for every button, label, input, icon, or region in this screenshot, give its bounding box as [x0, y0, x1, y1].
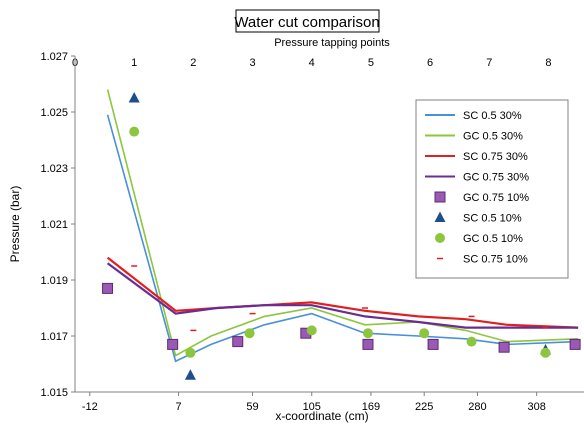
data-point — [128, 92, 140, 103]
y-tick-label: 1.019 — [40, 275, 68, 287]
data-point — [129, 126, 140, 137]
x-tick-label: 105 — [303, 401, 321, 413]
legend-label: SC 0.5 10% — [463, 213, 522, 225]
data-point — [244, 328, 255, 339]
top-axis-label: Pressure tapping points — [274, 37, 390, 49]
legend-label: GC 0.75 30% — [463, 172, 529, 184]
y-tick-label: 1.025 — [40, 107, 68, 119]
data-point — [362, 338, 374, 350]
x-tick-label: 169 — [362, 401, 380, 413]
data-point — [102, 282, 114, 294]
top-tick-label: 7 — [486, 57, 492, 69]
series-line — [106, 256, 579, 329]
legend-item: SC 0.75 30% — [425, 151, 528, 163]
data-point — [232, 336, 244, 348]
legend-swatch — [435, 233, 445, 243]
series-3 — [106, 262, 579, 329]
chart-title: Water cut comparison — [234, 14, 379, 31]
x-tick-label: 308 — [527, 401, 545, 413]
legend-item: SC 0.5 10% — [434, 211, 522, 225]
data-point — [498, 341, 510, 353]
data-point — [362, 328, 373, 339]
y-tick-label: 1.027 — [40, 51, 68, 63]
legend-swatch — [434, 211, 446, 222]
legend-item: GC 0.75 30% — [425, 172, 529, 184]
legend-item: SC 0.75 10% — [437, 254, 528, 266]
series-4 — [102, 282, 581, 353]
series-line — [106, 262, 579, 329]
top-tick-label: 4 — [309, 57, 315, 69]
x-tick-label: 7 — [176, 401, 182, 413]
x-axis-label: x-coordinate (cm) — [275, 409, 368, 423]
y-tick-label: 1.021 — [40, 219, 68, 231]
data-point — [540, 347, 551, 358]
x-tick-label: 225 — [415, 401, 433, 413]
title-box — [235, 9, 380, 33]
series-2 — [106, 256, 579, 329]
data-point — [466, 336, 477, 347]
top-tick-label: 2 — [190, 57, 196, 69]
data-point — [167, 338, 179, 350]
legend-label: GC 0.5 10% — [463, 233, 523, 245]
legend-item: GC 0.5 30% — [425, 131, 523, 143]
legend-label: SC 0.75 10% — [463, 254, 528, 266]
y-axis-ticks: 1.015 1.017 1.019 1.021 1.023 1.025 1.027 — [40, 51, 75, 399]
y-tick-label: 1.023 — [40, 163, 68, 175]
data-point — [569, 338, 581, 350]
legend-label: GC 0.5 30% — [463, 131, 523, 143]
data-point — [306, 325, 317, 336]
x-tick-label: 280 — [468, 401, 486, 413]
top-tick-label: 6 — [427, 57, 433, 69]
legend-label: GC 0.75 10% — [463, 192, 529, 204]
top-tick-label: 5 — [368, 57, 374, 69]
series-6 — [129, 126, 551, 358]
x-tick-label: 59 — [246, 401, 258, 413]
series-line — [106, 89, 579, 357]
legend: SC 0.5 30% GC 0.5 30% SC 0.75 30% GC 0.75 3… — [415, 99, 569, 279]
data-point — [427, 338, 439, 350]
y-tick-label: 1.017 — [40, 331, 68, 343]
data-point — [185, 347, 196, 358]
data-point — [419, 328, 430, 339]
x-axis-ticks: -12 7 59 105 169 225 280 308 — [82, 392, 546, 413]
legend-box — [415, 99, 569, 279]
top-tick-label: 1 — [131, 57, 137, 69]
top-tick-label: 8 — [545, 57, 551, 69]
series-1 — [106, 89, 579, 357]
legend-label: SC 0.5 30% — [463, 110, 522, 122]
series-group — [102, 89, 581, 380]
legend-item: GC 0.5 10% — [435, 233, 523, 245]
y-axis-label: Pressure (bar) — [8, 186, 22, 263]
y-tick-label: 1.015 — [40, 387, 68, 399]
legend-label: SC 0.75 30% — [463, 151, 528, 163]
series-7 — [131, 265, 549, 332]
legend-item: SC 0.5 30% — [425, 110, 522, 122]
legend-swatch — [434, 191, 446, 203]
x-tick-label: -12 — [82, 401, 98, 413]
data-point — [184, 369, 196, 380]
top-tick-label: 3 — [249, 57, 255, 69]
legend-item: GC 0.75 10% — [434, 191, 529, 204]
